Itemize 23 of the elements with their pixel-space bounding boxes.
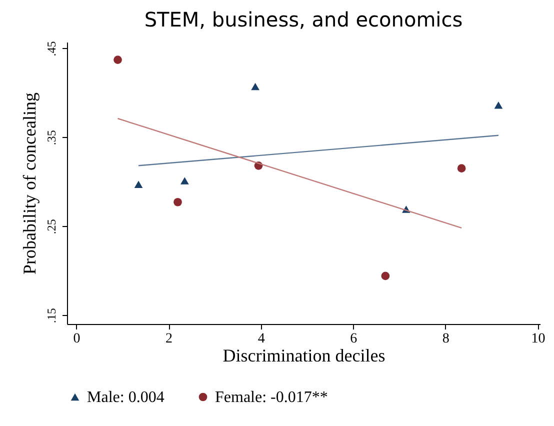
point: [180, 177, 189, 184]
point: [134, 180, 143, 188]
x-tick-label: 10: [531, 332, 546, 346]
x-tick-label: 0: [73, 332, 80, 346]
y-tick-label: .15: [44, 308, 58, 324]
point: [174, 198, 182, 206]
x-axis-title: Discrimination deciles: [222, 346, 386, 366]
y-axis-title: Probability of concealing: [20, 92, 40, 274]
point: [494, 102, 503, 109]
y-tick-label: .35: [44, 130, 58, 146]
y-tick-label: .45: [44, 41, 58, 56]
point: [251, 82, 260, 90]
legend-label: Female: -0.017**: [215, 389, 328, 406]
x-tick-label: 2: [166, 332, 173, 346]
legend-label: Male: 0.004: [87, 389, 164, 406]
x-tick-label: 6: [350, 332, 358, 346]
chart-title: STEM, business, and economics: [144, 8, 463, 32]
x-tick-label: 4: [258, 332, 265, 346]
point: [114, 56, 122, 64]
x-tick-label: 8: [442, 332, 450, 346]
point: [381, 272, 390, 280]
y-tick-label: .25: [44, 219, 58, 234]
point: [457, 164, 466, 172]
